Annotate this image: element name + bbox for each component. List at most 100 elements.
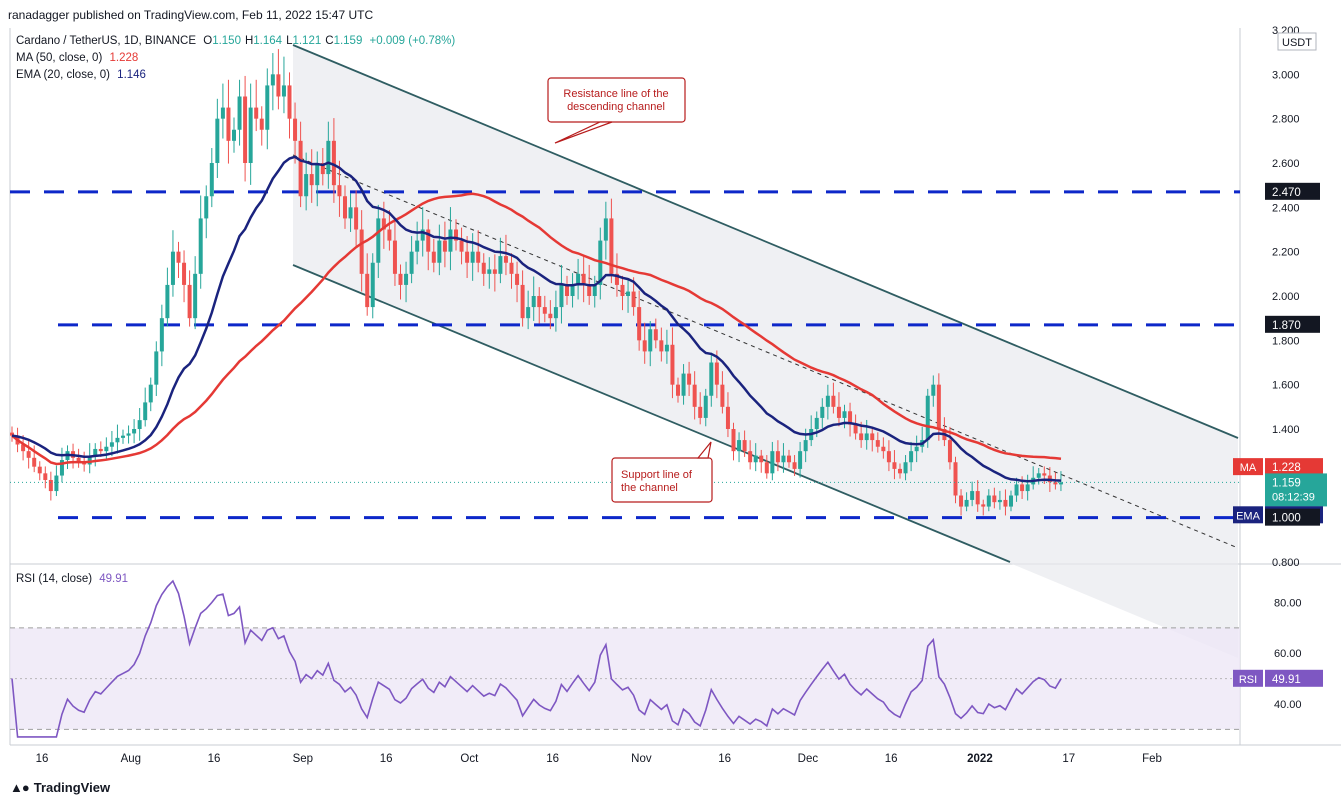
candle-body bbox=[648, 329, 653, 352]
price-badge-box bbox=[1265, 473, 1327, 507]
price-tick: 3.000 bbox=[1272, 69, 1300, 81]
ema-badge-tag bbox=[1233, 506, 1263, 524]
candle-body bbox=[631, 291, 636, 308]
candle-body bbox=[148, 384, 153, 403]
resistance-callout-line1: Resistance line of the bbox=[563, 88, 668, 100]
candle-body bbox=[237, 96, 242, 130]
candle-body bbox=[243, 96, 248, 163]
brand-name: TradingView bbox=[33, 780, 111, 795]
time-tick: 16 bbox=[36, 753, 49, 765]
candle-body bbox=[10, 432, 14, 436]
candle-body bbox=[54, 475, 59, 492]
candle-body bbox=[1042, 473, 1047, 476]
candle-body bbox=[232, 129, 236, 141]
candle-body bbox=[376, 218, 381, 263]
candle-body bbox=[526, 307, 531, 319]
candle-body bbox=[670, 344, 675, 385]
candle-body bbox=[476, 251, 481, 263]
candle-body bbox=[381, 218, 386, 230]
candle-body bbox=[914, 446, 919, 452]
symbol-legend: Cardano / TetherUS, 1D, BINANCE O1.150 H1… bbox=[16, 35, 455, 47]
candle-body bbox=[614, 273, 619, 285]
candle-body bbox=[881, 446, 886, 452]
candle-body bbox=[748, 451, 753, 463]
price-badge-countdown: 08:12:39 bbox=[1272, 491, 1315, 503]
candle-body bbox=[21, 444, 26, 452]
candle-body bbox=[437, 240, 442, 263]
candle-body bbox=[298, 140, 303, 197]
candle-body bbox=[970, 491, 975, 500]
candle-body bbox=[720, 384, 725, 407]
candle-body bbox=[254, 107, 259, 119]
candle-body bbox=[775, 451, 780, 463]
candle-body bbox=[248, 107, 253, 163]
tradingview-logo[interactable]: ▲● TradingView bbox=[10, 780, 110, 795]
candle-body bbox=[676, 384, 680, 396]
candle-body bbox=[354, 207, 359, 230]
candle-body bbox=[842, 411, 847, 418]
candle-body bbox=[1053, 482, 1058, 485]
price-tick: 2.600 bbox=[1272, 158, 1300, 170]
candle-body bbox=[109, 442, 114, 447]
candle-body bbox=[392, 240, 397, 274]
candle-body bbox=[753, 455, 758, 463]
rsi-tick: 60.00 bbox=[1274, 648, 1302, 660]
rsi-legend[interactable]: RSI (14, close) 49.91 bbox=[16, 573, 128, 585]
channel-fill bbox=[293, 45, 1238, 658]
candle-body bbox=[1058, 482, 1063, 485]
currency-box bbox=[1277, 32, 1317, 51]
ema-legend[interactable]: EMA (20, close, 0) 1.146 bbox=[16, 69, 146, 81]
rsi-label: RSI (14, close) bbox=[16, 573, 93, 585]
candle-body bbox=[165, 284, 170, 319]
candle-body bbox=[320, 163, 325, 175]
level-badge-box bbox=[1265, 508, 1320, 526]
candle-body bbox=[315, 163, 320, 186]
ma-badge-tag bbox=[1233, 458, 1263, 476]
candle-body bbox=[792, 462, 797, 469]
candle-body bbox=[409, 251, 414, 274]
candle-body bbox=[892, 462, 897, 469]
candle-body bbox=[59, 460, 64, 476]
tradingview-logo-icon: ▲● bbox=[10, 780, 30, 795]
candle-body bbox=[903, 462, 908, 474]
candle-body bbox=[220, 107, 225, 119]
candle-body bbox=[687, 373, 692, 385]
ma-value: 1.228 bbox=[109, 52, 139, 64]
candle-body bbox=[270, 74, 275, 86]
candle-body bbox=[737, 440, 742, 452]
candle-body bbox=[132, 429, 137, 434]
candle-body bbox=[864, 433, 869, 441]
candle-body bbox=[714, 362, 719, 385]
candle-body bbox=[193, 273, 198, 319]
candle-body bbox=[287, 85, 292, 119]
candle-body bbox=[1025, 484, 1030, 492]
ema-badge-tag-label: EMA bbox=[1236, 510, 1261, 522]
candle-body bbox=[653, 329, 658, 341]
ma50-line bbox=[11, 192, 1062, 466]
level-badge-value: 1.000 bbox=[1272, 513, 1301, 525]
candle-body bbox=[592, 284, 597, 296]
candle-body bbox=[925, 395, 930, 441]
time-tick: 16 bbox=[208, 753, 221, 765]
candle-body bbox=[576, 273, 581, 285]
price-tick: 0.800 bbox=[1272, 557, 1300, 569]
time-tick: 16 bbox=[546, 753, 559, 765]
candle-body bbox=[570, 284, 575, 296]
candle-body bbox=[454, 229, 458, 241]
rsi-tick: 40.00 bbox=[1274, 699, 1302, 711]
support-callout-box bbox=[611, 457, 713, 503]
candle-body bbox=[848, 411, 853, 425]
candle-body bbox=[870, 433, 875, 441]
price-tick: 2.200 bbox=[1272, 247, 1300, 259]
candle-body bbox=[93, 448, 98, 456]
ma-legend[interactable]: MA (50, close, 0) 1.228 bbox=[16, 52, 138, 64]
candle-body bbox=[603, 218, 608, 241]
symbol-title[interactable]: Cardano / TetherUS, 1D, BINANCE bbox=[16, 35, 197, 47]
candle-body bbox=[37, 466, 42, 474]
candle-body bbox=[787, 455, 791, 463]
resistance-callout-pointer bbox=[554, 121, 613, 144]
time-tick: Nov bbox=[631, 753, 652, 765]
candle-body bbox=[176, 251, 181, 263]
support-callout-pointer bbox=[696, 441, 712, 459]
